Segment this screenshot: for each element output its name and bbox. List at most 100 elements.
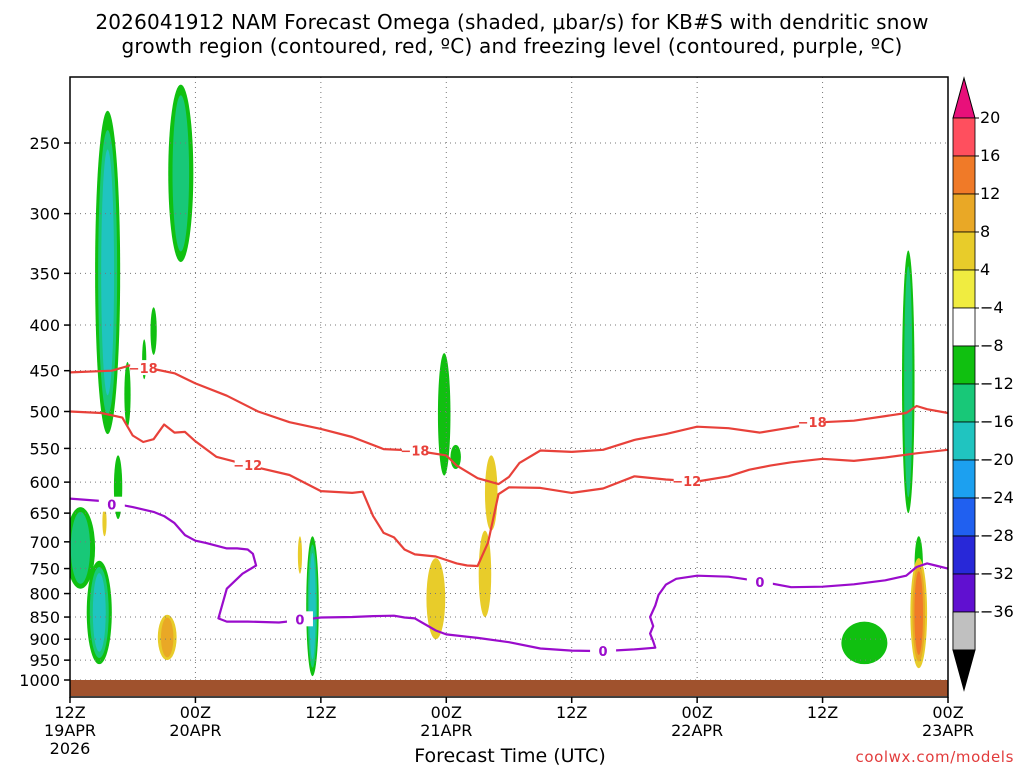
colorbar-label-12: −32 bbox=[980, 564, 1014, 583]
x-tick-label-5: 00Z bbox=[681, 703, 712, 722]
red-contour-1 bbox=[70, 410, 948, 568]
omega-cell-0-layer-1 bbox=[70, 512, 91, 584]
y-tick-label-5: 500 bbox=[29, 403, 60, 422]
colorbar-label-11: −28 bbox=[980, 526, 1014, 545]
red-label-0-1: −18 bbox=[400, 445, 429, 460]
omega-cell-7-layer-1 bbox=[172, 95, 190, 252]
y-tick-label-15: 1000 bbox=[19, 671, 60, 690]
x-tick-sublabel-0-1: 2026 bbox=[50, 739, 91, 758]
omega-cell-6-layer-0 bbox=[150, 307, 157, 355]
x-tick-label-0: 12Z bbox=[54, 703, 85, 722]
y-tick-label-3: 400 bbox=[29, 316, 60, 335]
y-tick-label-11: 800 bbox=[29, 585, 60, 604]
colorbar-swatch-2 bbox=[952, 193, 976, 233]
upward-cell-0-layer-0 bbox=[102, 507, 107, 537]
colorbar-swatch-8 bbox=[952, 421, 976, 461]
upward-cell-4-layer-0 bbox=[484, 455, 498, 531]
red-contour-0 bbox=[70, 363, 948, 486]
red-label-0-2: −18 bbox=[798, 416, 827, 431]
colorbar-label-3: 8 bbox=[980, 222, 990, 241]
y-tick-label-14: 950 bbox=[29, 651, 60, 670]
purple-label-0-2: 0 bbox=[599, 645, 608, 660]
x-tick-label-3: 00Z bbox=[431, 703, 462, 722]
colorbar-label-6: −8 bbox=[980, 336, 1004, 355]
contour-labels: −18 −18 −18 −12 −12 0 0 0 0 bbox=[98, 360, 827, 660]
red-label-bg-0-1 bbox=[401, 442, 428, 458]
omega-cell-9-layer-0 bbox=[437, 353, 451, 476]
red-label-1-0: −12 bbox=[233, 459, 262, 474]
upward-cell-6-layer-2 bbox=[914, 571, 924, 655]
red-label-bg-0-0 bbox=[130, 360, 157, 376]
red-label-bg-1-1 bbox=[673, 472, 700, 488]
y-tick-label-4: 450 bbox=[29, 362, 60, 381]
colorbar-swatch-3 bbox=[952, 231, 976, 271]
x-axis-label: Forecast Time (UTC) bbox=[414, 745, 606, 767]
upward-cell-3-layer-0 bbox=[426, 558, 446, 640]
omega-cell-1-layer-2 bbox=[92, 573, 106, 652]
colorbar-label-7: −12 bbox=[980, 374, 1014, 393]
y-tick-label-12: 850 bbox=[29, 608, 60, 627]
red-label-bg-1-0 bbox=[234, 456, 261, 472]
y-tick-label-9: 700 bbox=[29, 533, 60, 552]
colorbar-swatch-10 bbox=[952, 497, 976, 537]
x-tick-sublabel-7-0: 23APR bbox=[922, 721, 974, 740]
colorbar-swatch-5 bbox=[952, 307, 976, 347]
omega-shading bbox=[70, 84, 928, 677]
x-tick-label-7: 00Z bbox=[932, 703, 963, 722]
omega-cell-12-layer-1 bbox=[904, 266, 913, 498]
y-tick-label-1: 300 bbox=[29, 205, 60, 224]
x-tick-sublabel-1-0: 20APR bbox=[169, 721, 221, 740]
colorbar-label-8: −16 bbox=[980, 412, 1014, 431]
upward-cell-1-layer-1 bbox=[160, 617, 174, 658]
colorbar: 20 16 12 8 4 −4 −8 −12 −16 −20 −24 −28 −32 −36 bbox=[952, 76, 1014, 692]
plot-frame bbox=[69, 76, 949, 698]
purple-label-0-0: 0 bbox=[107, 499, 116, 514]
colorbar-swatch-7 bbox=[952, 383, 976, 423]
colorbar-label-2: 12 bbox=[980, 184, 1000, 203]
colorbar-label-10: −24 bbox=[980, 488, 1014, 507]
omega-cell-11-layer-0 bbox=[841, 621, 888, 665]
colorbar-swatch-grey bbox=[952, 611, 976, 651]
colorbar-bottom-arrow bbox=[952, 649, 976, 692]
colorbar-label-1: 16 bbox=[980, 146, 1000, 165]
purple-label-bg-0-3 bbox=[746, 573, 773, 589]
red-label-0-0: −18 bbox=[129, 362, 158, 377]
y-tick-label-10: 750 bbox=[29, 560, 60, 579]
colorbar-top-arrow bbox=[952, 76, 976, 119]
purple-label-0-1: 0 bbox=[295, 613, 304, 628]
colorbar-label-5: −4 bbox=[980, 298, 1004, 317]
contour-lines bbox=[70, 363, 948, 653]
terrain-strip bbox=[70, 680, 948, 696]
upward-cell-5-layer-0 bbox=[478, 530, 492, 618]
credit-text: coolwx.com/models bbox=[855, 748, 1014, 766]
purple-label-bg-0-2 bbox=[590, 643, 617, 659]
chart-title-line-1: 2026041912 NAM Forecast Omega (shaded, μ… bbox=[95, 10, 929, 34]
omega-cell-8-layer-2 bbox=[309, 553, 316, 660]
y-tick-label-0: 250 bbox=[29, 134, 60, 153]
colorbar-swatch-1 bbox=[952, 155, 976, 195]
red-label-bg-0-2 bbox=[799, 414, 826, 430]
colorbar-label-4: 4 bbox=[980, 260, 990, 279]
x-tick-sublabel-5-0: 22APR bbox=[671, 721, 723, 740]
chart-title-line-2: growth region (contoured, red, ºC) and f… bbox=[121, 34, 903, 58]
upward-cell-2-layer-0 bbox=[297, 536, 303, 574]
colorbar-swatch-0 bbox=[952, 117, 976, 157]
x-tick-label-6: 12Z bbox=[807, 703, 838, 722]
omega-cell-2-layer-2 bbox=[101, 149, 115, 396]
red-label-1-1: −12 bbox=[672, 475, 701, 490]
colorbar-swatch-9 bbox=[952, 459, 976, 499]
purple-label-0-3: 0 bbox=[755, 576, 764, 591]
x-tick-sublabel-0-0: 19APR bbox=[44, 721, 96, 740]
colorbar-label-0: 20 bbox=[980, 108, 1000, 127]
y-tick-label-7: 600 bbox=[29, 473, 60, 492]
x-tick-sublabel-3-0: 21APR bbox=[420, 721, 472, 740]
colorbar-swatch-4 bbox=[952, 269, 976, 309]
y-axis: 250 300 350 400 450 500 550 600 650 700 750 800 850 9… bbox=[19, 134, 70, 690]
omega-cell-4-layer-0 bbox=[124, 361, 131, 427]
purple-label-bg-0-0 bbox=[98, 496, 125, 512]
x-tick-label-4: 12Z bbox=[556, 703, 587, 722]
colorbar-label-13: −36 bbox=[980, 602, 1014, 621]
colorbar-swatch-11 bbox=[952, 535, 976, 575]
